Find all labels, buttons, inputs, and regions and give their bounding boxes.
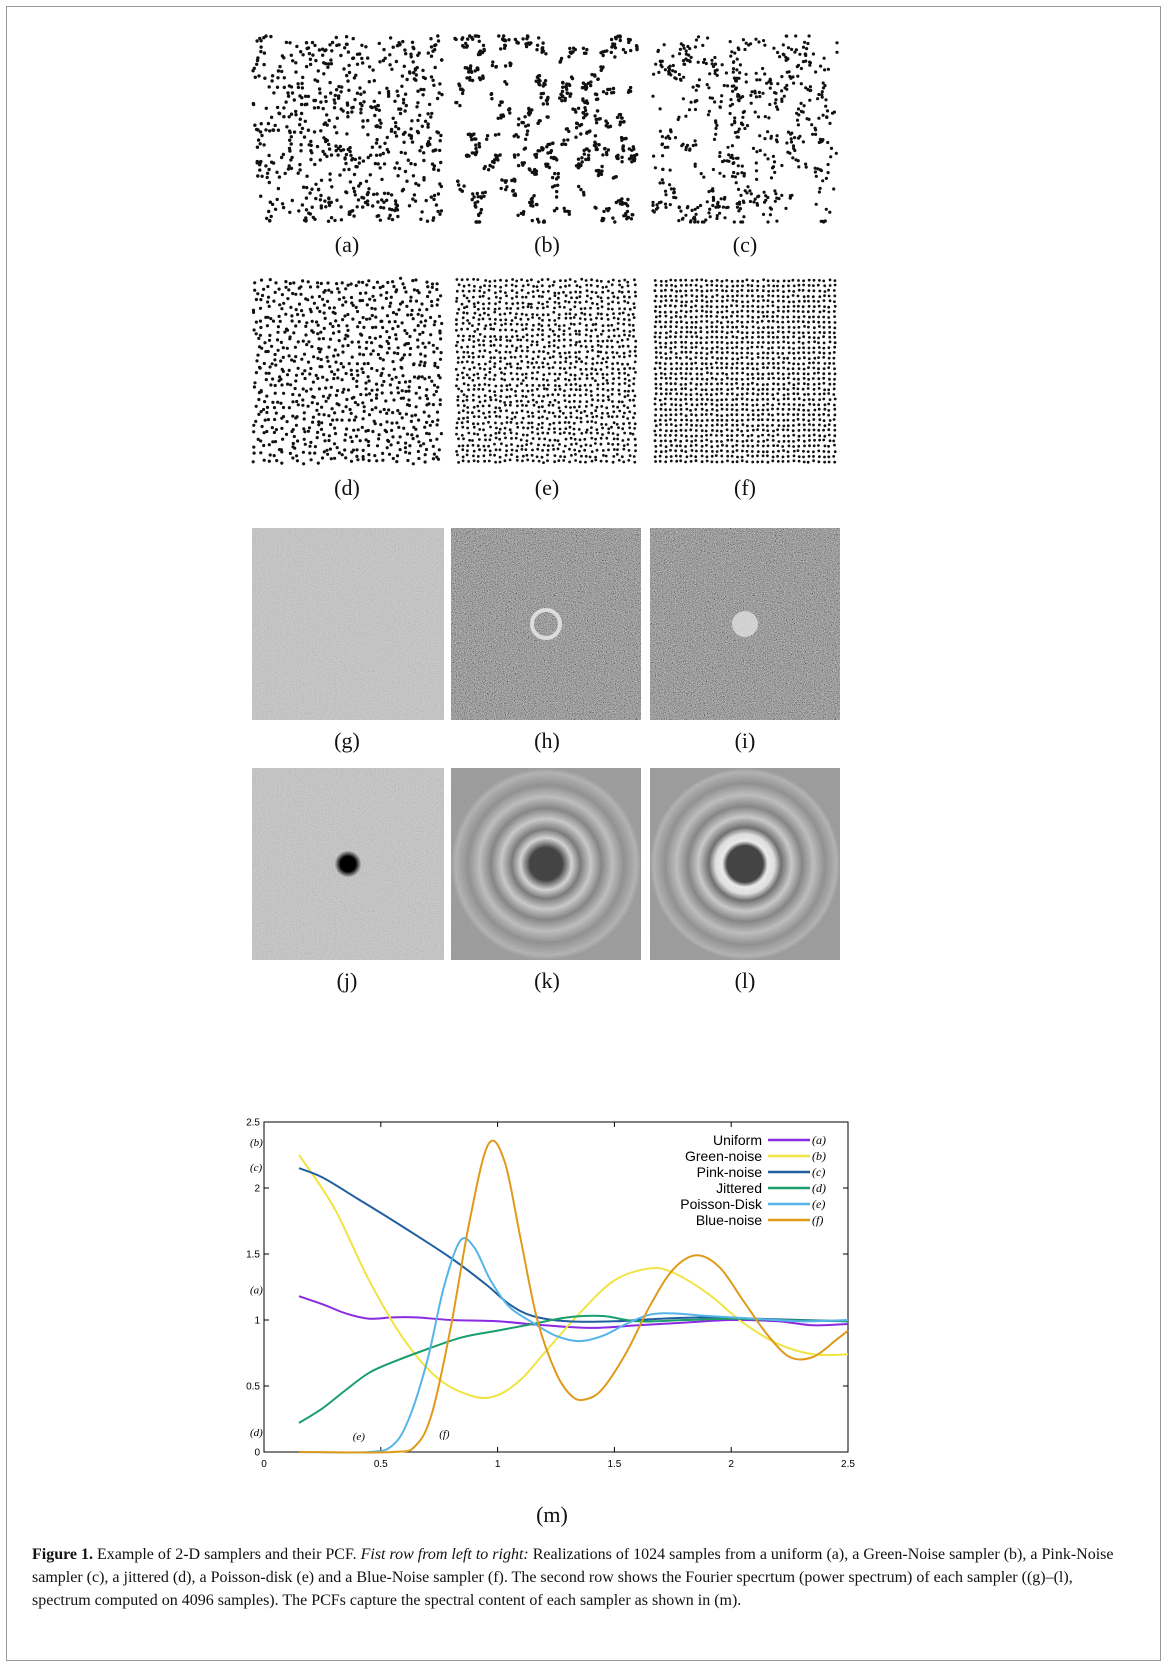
legend-label: Pink-noise xyxy=(697,1164,763,1180)
panel-a-uniform xyxy=(251,34,444,223)
caption-italic-lead: Fist row from left to right: xyxy=(360,1546,529,1563)
panel-c-pink-noise xyxy=(651,34,839,224)
x-tick-label: 2 xyxy=(728,1459,734,1470)
label-i: (i) xyxy=(734,728,756,753)
curve-tag: (b) xyxy=(250,1137,263,1149)
series-line-jittered xyxy=(298,1314,849,1424)
spectrum-i xyxy=(650,528,840,720)
figure-caption: Figure 1. Example of 2-D samplers and th… xyxy=(32,1543,1132,1612)
curve-tag: (a) xyxy=(250,1285,263,1297)
y-tick-label: 1.5 xyxy=(246,1250,260,1261)
panel-f-blue-noise xyxy=(653,278,837,464)
curve-tag: (d) xyxy=(250,1427,263,1439)
points xyxy=(251,34,444,223)
points xyxy=(653,278,837,464)
spectrum-i-blob xyxy=(732,611,758,637)
legend-tag: (a) xyxy=(812,1133,826,1147)
label-k: (k) xyxy=(534,968,560,993)
spectrum-h xyxy=(451,528,641,720)
legend-label: Poisson-Disk xyxy=(680,1196,763,1212)
x-tick-label: 0.5 xyxy=(374,1459,388,1470)
points xyxy=(651,34,839,224)
spectrum-l xyxy=(650,768,840,960)
y-tick-label: 0.5 xyxy=(246,1382,260,1393)
plot-frame xyxy=(263,1121,849,1453)
y-tick-label: 1 xyxy=(254,1316,260,1327)
panel-b-green-noise xyxy=(453,34,639,224)
curve-tag: (e) xyxy=(353,1431,366,1443)
x-tick-label: 0 xyxy=(261,1459,267,1470)
label-a: (a) xyxy=(334,232,360,257)
legend-label: Green-noise xyxy=(685,1148,762,1164)
label-h: (h) xyxy=(534,728,560,753)
spectrum-h-ring xyxy=(530,608,562,640)
caption-sentence1: Example of 2-D samplers and their PCF. xyxy=(93,1546,361,1563)
spectrum-j xyxy=(252,768,444,960)
curve-tag: (f) xyxy=(439,1428,450,1440)
y-tick-label: 2 xyxy=(254,1184,260,1195)
figure-frame xyxy=(6,6,1161,1661)
legend-tag: (e) xyxy=(812,1197,825,1211)
points xyxy=(251,276,444,466)
y-tick-label: 2.5 xyxy=(246,1118,260,1129)
legend-label: Uniform xyxy=(713,1132,762,1148)
label-m: (m) xyxy=(536,1502,568,1527)
caption-figure-label: Figure 1. xyxy=(32,1546,94,1563)
label-c: (c) xyxy=(732,232,758,257)
series-line-pink-noise xyxy=(298,1167,849,1323)
curve-tag: (c) xyxy=(250,1162,263,1174)
series-line-blue-noise xyxy=(298,1139,849,1454)
x-tick-label: 1 xyxy=(495,1459,501,1470)
label-j: (j) xyxy=(336,968,358,993)
legend-tag: (f) xyxy=(812,1213,823,1227)
label-g: (g) xyxy=(334,728,360,753)
points xyxy=(453,34,639,224)
series-line-green-noise xyxy=(298,1154,849,1400)
label-d: (d) xyxy=(334,475,360,500)
legend-label: Jittered xyxy=(716,1180,762,1196)
series-line-poisson-disk xyxy=(298,1237,849,1454)
points xyxy=(454,277,638,464)
spectrum-g-bg xyxy=(252,528,444,720)
panel-d-jittered xyxy=(251,276,444,466)
legend-tag: (c) xyxy=(812,1165,825,1179)
x-tick-label: 1.5 xyxy=(607,1459,621,1470)
label-f: (f) xyxy=(734,475,756,500)
legend-label: Blue-noise xyxy=(696,1212,762,1228)
legend-tag: (d) xyxy=(812,1181,826,1195)
spectrum-g xyxy=(252,528,444,720)
spectrum-k xyxy=(451,768,641,960)
panel-e-poisson-disk xyxy=(454,277,638,464)
label-e: (e) xyxy=(534,475,560,500)
pcf-chart: 0 0.5 1 1.5 2 2.5 0 0.5 1 1.5 2 2.5 (b) (c) (a) (d) (e) (… xyxy=(246,1118,855,1471)
y-tick-label: 0 xyxy=(254,1448,260,1459)
label-b: (b) xyxy=(534,232,560,257)
label-l: (l) xyxy=(734,968,756,993)
caption-rest: Realizations of 1024 samples from a unif… xyxy=(32,1546,1114,1609)
x-tick-label: 2.5 xyxy=(841,1459,855,1470)
legend-tag: (b) xyxy=(812,1149,826,1163)
